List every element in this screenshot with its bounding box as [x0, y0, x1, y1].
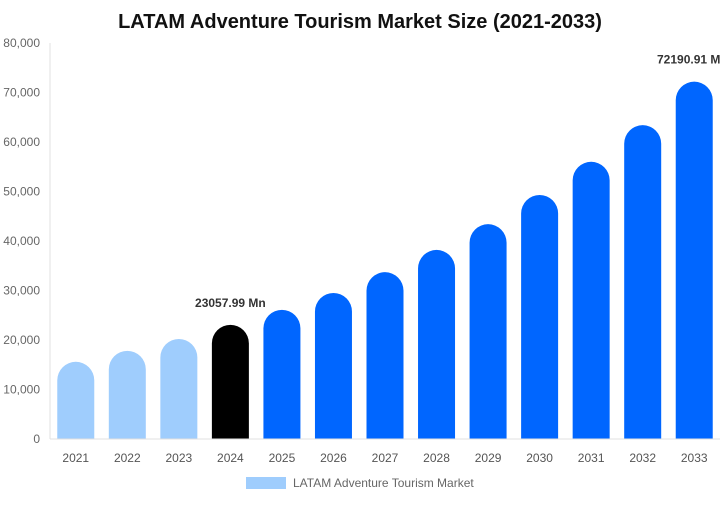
legend-label[interactable]: LATAM Adventure Tourism Market	[293, 476, 474, 490]
x-tick-label: 2029	[475, 451, 502, 465]
y-tick-label: 30,000	[3, 284, 40, 298]
x-tick-label: 2021	[62, 451, 89, 465]
x-tick-label: 2030	[526, 451, 553, 465]
data-label-2033: 72190.91 M	[657, 53, 720, 67]
bar-2032[interactable]	[624, 125, 662, 440]
x-tick-label: 2026	[320, 451, 347, 465]
bar-2029[interactable]	[469, 224, 507, 439]
y-tick-label: 60,000	[3, 135, 40, 149]
chart-title: LATAM Adventure Tourism Market Size (202…	[118, 11, 602, 33]
data-label-2024: 23057.99 Mn	[195, 296, 266, 310]
y-tick-label: 70,000	[3, 86, 40, 100]
y-tick-label: 80,000	[3, 36, 40, 50]
x-tick-label: 2028	[423, 451, 450, 465]
x-tick-label: 2032	[629, 451, 656, 465]
x-axis: 2021 2022 2023 2024 2025 2026 2027 2028 2029 2030…	[50, 438, 720, 465]
bar-2022[interactable]	[108, 350, 146, 439]
bar-2031[interactable]	[572, 161, 610, 440]
y-tick-label: 20,000	[3, 333, 40, 347]
bar-2027[interactable]	[366, 272, 404, 439]
y-tick-label: 40,000	[3, 234, 40, 248]
x-tick-label: 2033	[681, 451, 708, 465]
y-tick-label: 50,000	[3, 185, 40, 199]
bars	[57, 81, 713, 440]
bar-2021[interactable]	[57, 361, 95, 439]
bar-2030[interactable]	[521, 194, 559, 439]
x-tick-label: 2022	[114, 451, 141, 465]
x-tick-label: 2023	[165, 451, 192, 465]
y-tick-label: 10,000	[3, 383, 40, 397]
x-tick-label: 2031	[578, 451, 605, 465]
bar-2033[interactable]	[675, 81, 713, 440]
x-tick-label: 2024	[217, 451, 244, 465]
y-axis: 0 10,000 20,000 30,000 40,000 50,000 60,000 70,…	[3, 36, 51, 446]
bar-2023[interactable]	[160, 339, 198, 439]
y-tick-label: 0	[33, 432, 40, 446]
bar-2026[interactable]	[314, 292, 352, 439]
x-tick-label: 2027	[372, 451, 399, 465]
data-labels: 23057.99 Mn 72190.91 M	[195, 53, 720, 310]
bar-2025[interactable]	[263, 309, 301, 439]
x-tick-label: 2025	[269, 451, 296, 465]
legend-swatch	[246, 477, 286, 489]
bar-2028[interactable]	[418, 249, 456, 439]
legend[interactable]: LATAM Adventure Tourism Market	[246, 476, 474, 490]
bar-2024[interactable]	[211, 324, 249, 439]
